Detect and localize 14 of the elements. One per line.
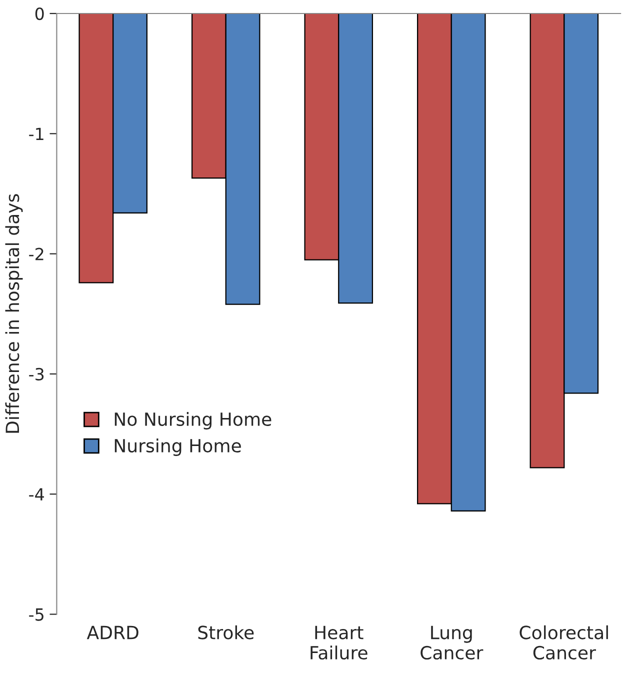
y-tick-label: -1	[29, 128, 44, 140]
legend-label: Nursing Home	[114, 438, 241, 456]
x-tick-label: Stroke	[198, 625, 254, 640]
y-tick-label: -5	[29, 608, 44, 621]
y-axis-title: Difference in hospital days	[5, 194, 23, 433]
x-tick-label: Lung Cancer	[420, 626, 484, 660]
y-tick-label: -3	[29, 368, 44, 381]
y-tick-label: -2	[29, 248, 44, 260]
x-tick-label: Heart Failure	[310, 626, 368, 660]
y-tick-label: 0	[35, 7, 44, 20]
x-tick-label: Colorectal Cancer	[520, 625, 608, 660]
x-tick-label: ADRD	[86, 626, 138, 640]
legend-label: No Nursing Home	[114, 412, 272, 430]
y-tick-label: -4	[29, 488, 44, 500]
